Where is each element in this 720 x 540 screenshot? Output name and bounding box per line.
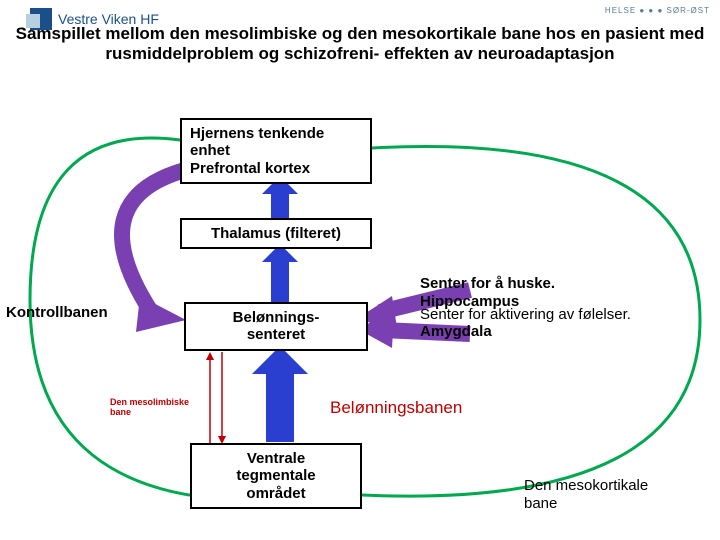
label-kontrollbanen: Kontrollbanen xyxy=(6,304,108,321)
label-mesokortikale: Den mesokortikale bane xyxy=(524,460,648,529)
box-ventral: Ventrale tegmentale området xyxy=(190,443,362,509)
box-thalamus: Thalamus (filteret) xyxy=(180,218,372,249)
box-ventral-text: Ventrale tegmentale området xyxy=(200,450,352,502)
logo-right: HELSE ● ● ● SØR-ØST xyxy=(605,6,710,15)
box-reward-text: Belønnings- senteret xyxy=(194,309,358,344)
label-belonningsbanen: Belønningsbanen xyxy=(330,398,462,418)
label-amygdala-line1: Senter for aktivering av følelser. xyxy=(420,306,631,323)
box-prefrontal-text: Hjernens tenkende enhet Prefrontal korte… xyxy=(190,125,362,177)
box-prefrontal: Hjernens tenkende enhet Prefrontal korte… xyxy=(180,118,372,184)
label-belonningsbanen-text: Belønningsbanen xyxy=(330,398,462,417)
label-mesolimbiske-text: Den mesolimbiske bane xyxy=(110,398,189,418)
label-mesolimbiske: Den mesolimbiske bane xyxy=(110,388,189,428)
label-amygdala: Senter for aktivering av følelser. Amygd… xyxy=(420,306,631,341)
box-reward: Belønnings- senteret xyxy=(184,302,368,351)
label-hippocampus-text: Senter for å huske. Hippocampus xyxy=(420,275,555,310)
label-amygdala-line2: Amygdala xyxy=(420,323,631,340)
box-thalamus-text: Thalamus (filteret) xyxy=(211,225,341,242)
slide-title: Samspillet mellom den mesolimbiske og de… xyxy=(10,24,710,65)
label-mesokortikale-text: Den mesokortikale bane xyxy=(524,477,648,512)
label-kontrollbanen-text: Kontrollbanen xyxy=(6,304,108,321)
